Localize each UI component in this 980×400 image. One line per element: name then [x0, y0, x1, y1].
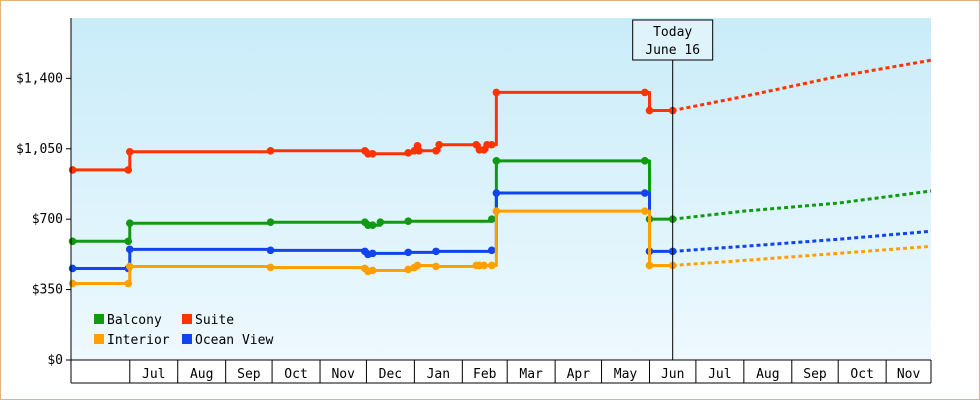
- data-point: [487, 246, 496, 255]
- data-point: [266, 218, 275, 226]
- x-tick-label: Oct: [284, 367, 307, 382]
- y-tick-label: $1,400: [16, 71, 63, 86]
- data-point: [125, 219, 134, 227]
- data-point: [492, 157, 501, 165]
- forecast-line: [672, 189, 932, 221]
- legend: Balcony Suite Interior Ocean View: [94, 313, 273, 348]
- data-point: [404, 248, 412, 257]
- data-point: [125, 262, 134, 271]
- data-point: [368, 249, 377, 258]
- data-point: [432, 262, 440, 271]
- x-tick-label: May: [614, 367, 638, 382]
- data-point: [492, 88, 501, 97]
- legend-item: Suite: [182, 313, 234, 328]
- data-point: [487, 261, 496, 270]
- data-point: [404, 265, 412, 274]
- data-point: [432, 247, 440, 256]
- series-suite: [68, 58, 932, 174]
- y-tick-label: $700: [32, 212, 63, 227]
- x-tick-label: Oct: [850, 367, 873, 382]
- forecast-line: [672, 229, 932, 253]
- data-point: [368, 266, 377, 275]
- x-tick-label: Jun: [661, 367, 684, 382]
- data-point: [68, 264, 77, 273]
- data-point: [376, 218, 385, 226]
- data-point: [432, 146, 440, 155]
- legend-label: Balcony: [107, 313, 162, 328]
- data-point: [68, 166, 77, 174]
- today-label: Today: [653, 25, 692, 40]
- series-layer: [68, 58, 932, 288]
- series-line: [72, 191, 673, 270]
- today-label-box: [632, 19, 714, 61]
- x-tick-label: Sep: [803, 367, 827, 382]
- data-point: [124, 237, 133, 246]
- data-point: [266, 263, 275, 272]
- data-point: [641, 207, 649, 215]
- x-tick-label: Jul: [142, 367, 165, 382]
- data-point: [645, 106, 654, 115]
- data-point: [641, 88, 649, 97]
- forecast-line: [672, 58, 932, 113]
- legend-swatch: [94, 334, 104, 344]
- x-tick-label: Jan: [427, 367, 450, 382]
- x-tick-label: Apr: [567, 367, 591, 382]
- data-point: [492, 189, 501, 197]
- forecast-line: [672, 244, 932, 267]
- legend-swatch: [182, 314, 192, 324]
- today-marker: Today June 16: [632, 19, 714, 360]
- legend-swatch: [94, 314, 104, 324]
- data-point: [368, 149, 377, 158]
- x-tick-label: Nov: [331, 367, 355, 382]
- legend-label: Ocean View: [195, 333, 273, 348]
- data-point: [480, 261, 488, 270]
- series-ocean-view: [68, 189, 932, 273]
- x-tick-label: Aug: [190, 367, 213, 382]
- today-date-label: June 16: [645, 43, 700, 58]
- x-tick-label: Sep: [237, 367, 261, 382]
- data-point: [124, 166, 133, 174]
- data-point: [404, 217, 412, 225]
- plot-area: [71, 18, 931, 360]
- data-point: [404, 148, 412, 157]
- x-tick-label: Mar: [519, 367, 543, 382]
- data-point: [413, 261, 422, 270]
- x-tick-label: Dec: [379, 367, 402, 382]
- x-tick-label: Jul: [708, 367, 731, 382]
- legend-label: Suite: [195, 313, 234, 328]
- data-point: [68, 237, 77, 246]
- data-point: [368, 221, 377, 230]
- data-point: [641, 189, 649, 197]
- data-point: [125, 147, 134, 156]
- legend-item: Ocean View: [182, 333, 273, 348]
- x-tick-label: Feb: [473, 367, 497, 382]
- y-tick-label: $1,050: [16, 142, 63, 157]
- data-point: [266, 246, 275, 255]
- data-point: [645, 261, 654, 270]
- data-point: [125, 245, 134, 254]
- data-point: [415, 146, 423, 155]
- legend-swatch: [182, 334, 192, 344]
- x-tick-label: Aug: [756, 367, 779, 382]
- data-point: [487, 140, 496, 149]
- data-point: [487, 215, 496, 223]
- axes: Jul Aug Sep Oct Nov Dec Jan Feb Mar Apr May Jun Jul A…: [16, 18, 932, 384]
- x-tick-label: Nov: [897, 367, 921, 382]
- legend-label: Interior: [107, 333, 170, 348]
- data-point: [641, 157, 649, 165]
- data-point: [124, 279, 133, 288]
- y-tick-label: $350: [32, 283, 63, 298]
- data-point: [435, 140, 443, 149]
- data-point: [492, 207, 501, 215]
- legend-item: Balcony: [94, 313, 162, 328]
- data-point: [68, 279, 77, 288]
- y-tick-label: $0: [47, 353, 63, 368]
- legend-item: Interior: [94, 333, 170, 348]
- data-point: [266, 146, 275, 155]
